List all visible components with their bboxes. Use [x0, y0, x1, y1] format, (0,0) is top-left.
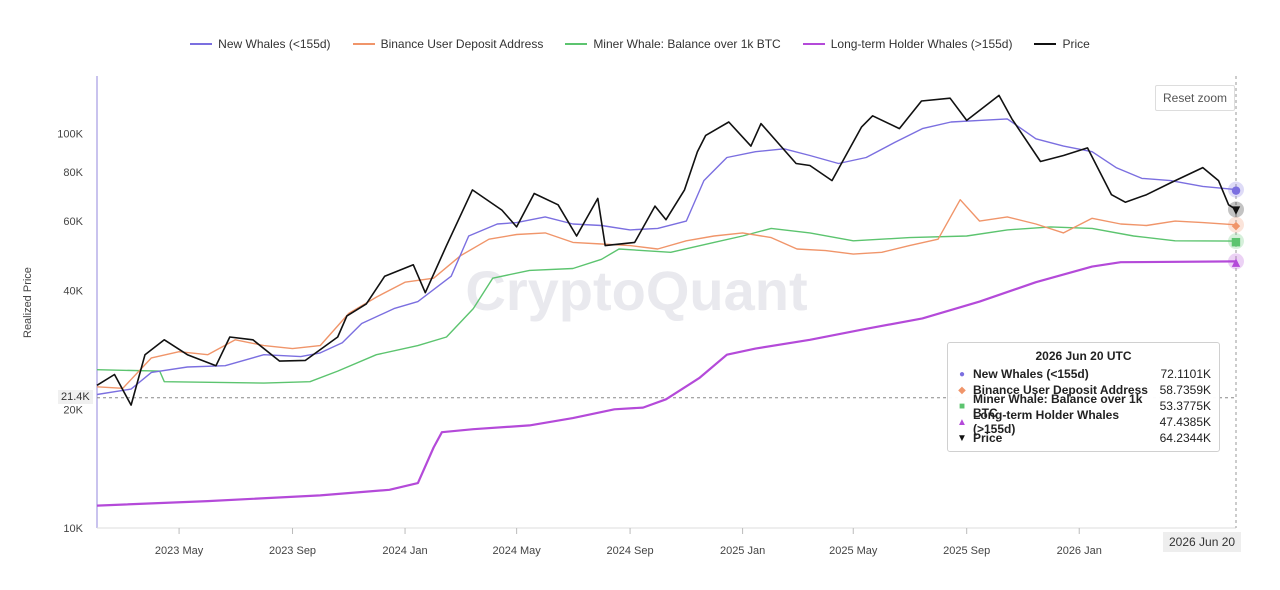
end-marker: ■ — [1231, 235, 1241, 248]
legend-swatch — [1034, 43, 1057, 45]
tooltip-series-name: Price — [973, 431, 1003, 445]
tooltip-series-value: 53.3775K — [1159, 399, 1211, 413]
end-marker: ◆ — [1232, 219, 1241, 232]
x-tick-label: 2023 Sep — [269, 545, 316, 557]
watermark: CryptoQuant — [465, 259, 807, 322]
x-tick-label: 2023 May — [155, 545, 204, 557]
tooltip-series-value: 47.4385K — [1159, 415, 1211, 429]
legend-item-binance[interactable]: Binance User Deposit Address — [352, 34, 544, 54]
legend-item-price[interactable]: Price — [1034, 34, 1090, 54]
end-marker: ▲ — [1232, 255, 1241, 268]
x-tick-label: 2025 Sep — [943, 545, 990, 557]
end-marker-halo — [1228, 253, 1244, 270]
legend-label: Price — [1062, 37, 1090, 51]
y-tick-label: 10K — [63, 523, 83, 535]
tooltip-series-name: New Whales (<155d) — [973, 367, 1089, 381]
end-marker-halo — [1228, 216, 1244, 233]
series-line-4 — [96, 94, 1237, 406]
series-line-3 — [96, 260, 1237, 507]
tooltip-row: ◆ Binance User Deposit Address 58.7359K — [956, 382, 1211, 398]
x-tick-label: 2024 Jan — [382, 545, 427, 557]
y-tick-label: 100K — [57, 129, 83, 141]
tooltip-series-name: Binance User Deposit Address — [973, 383, 1148, 397]
series-line-1 — [96, 198, 1237, 389]
end-marker: ▼ — [1232, 203, 1241, 216]
legend-swatch — [190, 43, 213, 45]
tooltip-series-value: 58.7359K — [1159, 383, 1211, 397]
tooltip-row: ■ Miner Whale: Balance over 1k BTC 53.37… — [956, 392, 1211, 420]
tooltip-series-value: 72.1101K — [1160, 367, 1212, 381]
y-tick-label: 60K — [63, 216, 83, 228]
square-marker-icon: ■ — [958, 400, 966, 412]
crosshair-date-label: 2026 Jun 20 — [1163, 532, 1242, 552]
legend-item-lth-whales[interactable]: Long-term Holder Whales (>155d) — [802, 34, 1013, 54]
circle-marker-icon: ● — [958, 368, 966, 380]
triangle-down-marker-icon: ▼ — [957, 432, 967, 444]
x-tick-label: 2026 Jan — [1057, 545, 1102, 557]
tooltip-row: ● New Whales (<155d) 72.1101K — [956, 366, 1211, 382]
legend-label: Miner Whale: Balance over 1k BTC — [593, 37, 781, 51]
x-tick-label: 2025 May — [829, 545, 878, 557]
legend-swatch — [802, 43, 825, 45]
x-tick-label: 2024 Sep — [607, 545, 654, 557]
legend-label: Binance User Deposit Address — [380, 37, 544, 51]
y-tick-label: 40K — [63, 286, 83, 298]
end-marker-halo — [1228, 201, 1244, 218]
legend-item-miner-whale[interactable]: Miner Whale: Balance over 1k BTC — [565, 34, 781, 54]
end-marker-halo — [1228, 181, 1244, 198]
crosshair-price-label: 21.4K — [58, 390, 93, 404]
tooltip-row: ▲ Long-term Holder Whales (>155d) 47.438… — [956, 408, 1211, 436]
tooltip-title: 2026 Jun 20 UTC — [1035, 349, 1132, 363]
legend-item-new-whales[interactable]: New Whales (<155d) — [190, 34, 331, 54]
tooltip-series-name: Miner Whale: Balance over 1k BTC — [973, 392, 1143, 420]
tooltip-series-value: 64.2344K — [1159, 431, 1211, 445]
y-tick-label: 80K — [63, 167, 83, 179]
series-line-0 — [96, 118, 1237, 396]
legend-label: New Whales (<155d) — [218, 37, 331, 51]
x-tick-label: 2025 Jan — [720, 545, 765, 557]
triangle-up-marker-icon: ▲ — [957, 416, 967, 428]
tooltip-series-name: Long-term Holder Whales (>155d) — [973, 408, 1120, 436]
series-line-2 — [96, 226, 1237, 384]
reset-zoom-button[interactable]: Reset zoom — [1155, 85, 1236, 111]
tooltip-row: ▼ Price 64.2344K — [956, 430, 1211, 446]
legend-label: Long-term Holder Whales (>155d) — [830, 37, 1013, 51]
legend-swatch — [352, 43, 375, 45]
end-marker-halo — [1228, 233, 1244, 250]
legend-swatch — [565, 43, 588, 45]
tooltip: 2026 Jun 20 UTC ● New Whales (<155d) 72.… — [947, 342, 1220, 452]
x-tick-label: 2024 May — [492, 545, 541, 557]
end-marker: ● — [1231, 184, 1241, 197]
y-tick-label: 20K — [63, 404, 83, 416]
legend: New Whales (<155d) Binance User Deposit … — [0, 34, 1280, 54]
diamond-marker-icon: ◆ — [958, 384, 966, 396]
